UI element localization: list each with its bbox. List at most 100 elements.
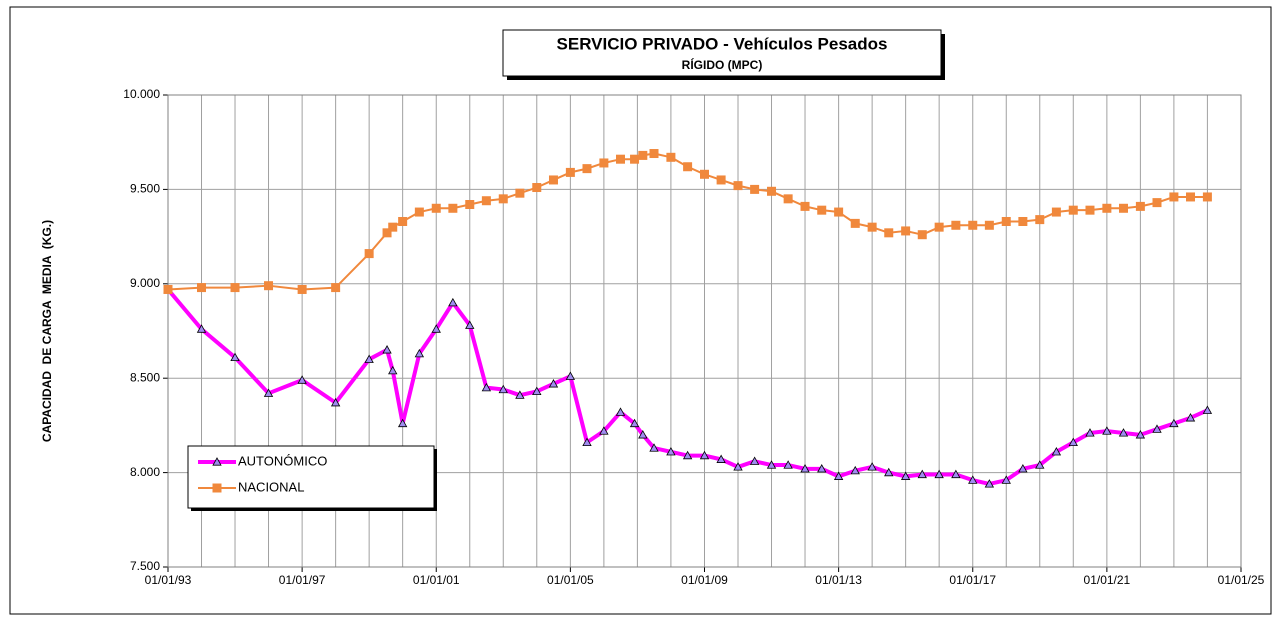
- data-point: [582, 437, 592, 446]
- data-point: [448, 203, 458, 213]
- data-point: [917, 469, 927, 479]
- x-tick-label: 01/01/97: [279, 573, 326, 587]
- data-point: [481, 196, 491, 206]
- data-point: [750, 184, 760, 194]
- y-tick-label: 8.000: [130, 465, 160, 479]
- data-point: [1202, 192, 1212, 202]
- chart-subtitle: RÍGIDO (MPC): [682, 57, 763, 72]
- data-point: [465, 200, 475, 210]
- x-tick-label: 01/01/09: [681, 573, 728, 587]
- x-tick-label: 01/01/17: [949, 573, 996, 587]
- data-point: [666, 152, 676, 162]
- data-point: [767, 186, 777, 196]
- legend-box: [187, 445, 435, 509]
- data-point: [565, 371, 576, 380]
- data-point: [733, 181, 743, 191]
- data-point: [1085, 428, 1095, 437]
- data-point: [481, 382, 492, 392]
- title-box: [502, 29, 942, 77]
- data-point: [1051, 207, 1061, 217]
- data-point: [683, 162, 693, 172]
- data-point: [382, 345, 392, 354]
- data-point: [901, 226, 911, 236]
- data-point: [264, 281, 274, 291]
- y-tick-label: 7.500: [130, 559, 160, 573]
- data-point: [934, 222, 944, 232]
- data-point: [1051, 447, 1062, 456]
- data-point: [1186, 192, 1196, 202]
- data-point: [196, 324, 207, 333]
- data-point: [414, 207, 424, 217]
- x-tick-label: 01/01/21: [1084, 573, 1131, 587]
- data-point: [1185, 413, 1196, 422]
- data-point: [766, 460, 777, 469]
- data-point: [1035, 460, 1045, 469]
- data-point: [733, 462, 743, 471]
- data-point: [465, 320, 475, 329]
- data-point: [850, 218, 860, 228]
- data-point: [532, 386, 542, 396]
- data-point: [700, 169, 709, 179]
- data-point: [615, 154, 625, 164]
- data-point: [498, 194, 508, 204]
- data-point: [230, 283, 240, 293]
- data-point: [599, 426, 609, 435]
- data-point: [615, 407, 626, 416]
- data-point: [515, 188, 525, 198]
- data-point: [749, 456, 760, 465]
- data-point: [1035, 215, 1045, 225]
- data-point: [630, 154, 640, 164]
- data-point: [1135, 430, 1146, 439]
- legend-label: AUTONÓMICO: [238, 453, 327, 468]
- data-point: [498, 384, 508, 394]
- data-point: [1202, 405, 1213, 414]
- data-point: [397, 418, 408, 428]
- data-point: [431, 324, 441, 333]
- data-point: [388, 365, 398, 375]
- data-point: [1001, 475, 1011, 484]
- data-point: [1135, 201, 1145, 211]
- data-point: [388, 222, 398, 232]
- x-tick-label: 01/01/13: [815, 573, 862, 587]
- data-point: [968, 475, 978, 484]
- data-point: [783, 194, 793, 204]
- x-tick-label: 01/01/01: [413, 573, 460, 587]
- data-point: [330, 397, 341, 407]
- data-point: [800, 201, 810, 211]
- data-point: [850, 465, 860, 475]
- data-point: [716, 175, 726, 185]
- y-tick-label: 10.000: [123, 87, 160, 101]
- data-point: [565, 167, 575, 177]
- data-point: [833, 471, 844, 480]
- data-point: [884, 467, 894, 477]
- data-point: [263, 388, 274, 397]
- data-point: [1118, 428, 1129, 437]
- data-point: [297, 375, 307, 384]
- data-point: [968, 220, 978, 230]
- data-point: [1169, 418, 1179, 428]
- data-point: [629, 418, 640, 428]
- data-point: [431, 203, 441, 213]
- data-point: [884, 228, 894, 238]
- data-point: [1068, 205, 1078, 215]
- data-point: [297, 284, 307, 294]
- data-point: [867, 222, 877, 232]
- y-axis-label: CAPACIDAD DE CARGA MEDIA (KG.): [40, 220, 54, 442]
- data-point: [783, 460, 793, 469]
- data-point: [548, 175, 558, 185]
- data-point: [1152, 198, 1162, 208]
- data-point: [414, 348, 425, 358]
- data-point: [1102, 203, 1112, 213]
- data-point: [197, 283, 207, 293]
- data-point: [867, 462, 877, 471]
- data-point: [1018, 216, 1028, 226]
- data-point: [582, 164, 592, 174]
- y-tick-label: 9.500: [130, 182, 160, 196]
- legend-label: NACIONAL: [238, 479, 304, 494]
- data-point: [638, 150, 648, 160]
- data-point: [699, 450, 710, 460]
- data-point: [917, 230, 927, 240]
- data-point: [984, 479, 995, 488]
- data-point: [934, 469, 944, 479]
